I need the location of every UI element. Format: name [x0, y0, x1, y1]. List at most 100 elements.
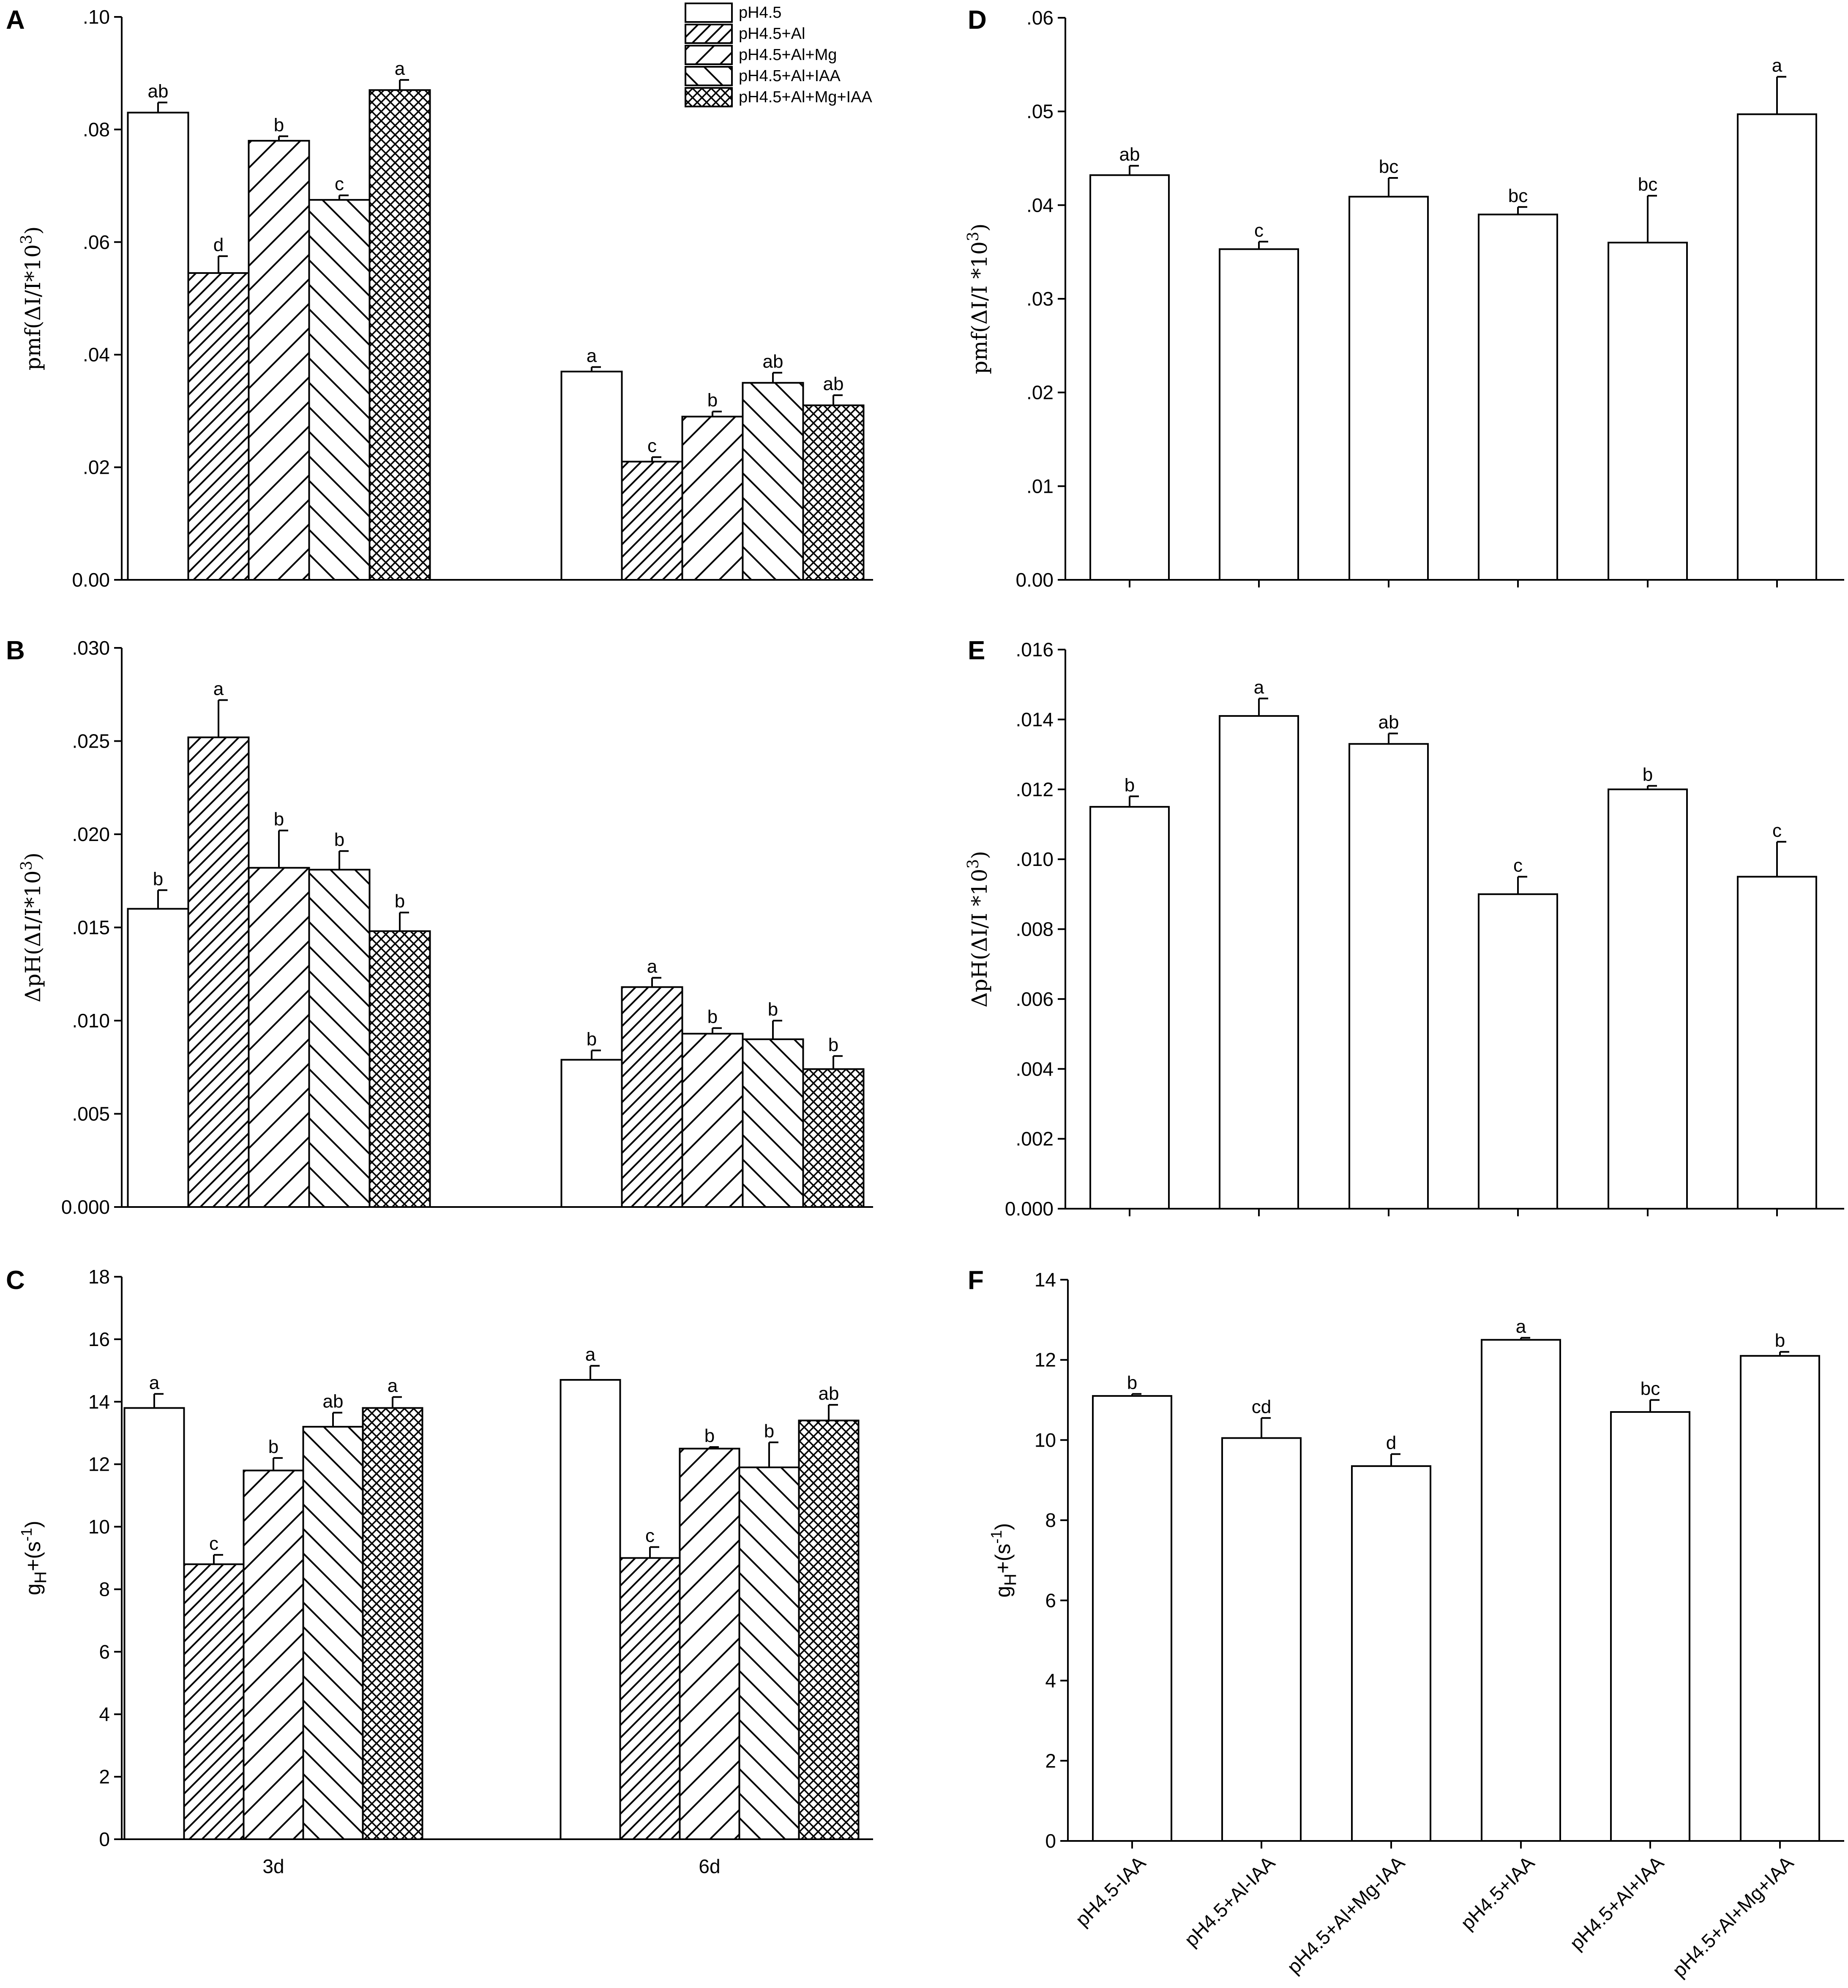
- y-tick-label: .030: [72, 637, 110, 659]
- bar: [560, 371, 623, 581]
- bar: [802, 1068, 865, 1208]
- bar: [1219, 715, 1299, 1210]
- bar: [1608, 788, 1688, 1210]
- y-axis-label: ΔpH(ΔI/I*103): [18, 852, 45, 1002]
- significance-letter: c: [1513, 855, 1523, 876]
- significance-letter: b: [707, 1007, 718, 1027]
- legend: pH4.5 pH4.5+Al pH4.5+Al+Mg pH4.5+Al+IAA pH4.…: [685, 3, 872, 107]
- y-tick-label: 0.000: [61, 1196, 110, 1218]
- significance-letter: b: [268, 1436, 278, 1457]
- bar: [738, 1466, 800, 1840]
- panel-a: A0.00.02.04.06.08.10pmf(ΔI/I*103)abdbcaa…: [6, 5, 873, 591]
- significance-letter: b: [1775, 1330, 1785, 1351]
- bar: [1737, 876, 1817, 1210]
- bar: [1219, 248, 1299, 581]
- panel-c: C 0 2 4 6 8 10 12 14 16 18 gH+(s-1) a c b ab a 3d a c b b ab 6d: [6, 1266, 873, 1877]
- category-label: 3d: [262, 1855, 284, 1877]
- bar: [1092, 1395, 1172, 1842]
- bar: [1478, 893, 1558, 1210]
- y-tick-label: .012: [1015, 778, 1054, 800]
- y-tick-label: .06: [1026, 7, 1054, 29]
- significance-letter: a: [647, 956, 658, 977]
- significance-letter: ab: [823, 374, 844, 394]
- significance-letter: d: [1386, 1433, 1396, 1453]
- significance-letter: b: [828, 1035, 838, 1055]
- y-axis-label: gH+(s-1): [18, 1521, 50, 1595]
- legend-label: pH4.5: [739, 4, 781, 22]
- bar: [127, 112, 189, 581]
- category-label: pH4.5+Al+Mg+IAA: [1668, 1851, 1798, 1981]
- y-tick-label: 14: [1035, 1269, 1056, 1291]
- bar: [1221, 1437, 1302, 1842]
- y-tick-label: 6: [1045, 1589, 1056, 1611]
- significance-letter: ab: [1119, 144, 1140, 165]
- bar: [1610, 1411, 1690, 1842]
- y-tick-label: .020: [72, 823, 110, 845]
- y-tick-label: 0.000: [1005, 1198, 1054, 1220]
- bar: [127, 908, 189, 1208]
- bar: [243, 1469, 304, 1840]
- bar: [1740, 1355, 1820, 1842]
- significance-letter: b: [1127, 1372, 1137, 1393]
- significance-letter: ab: [819, 1383, 839, 1404]
- y-tick-label: 10: [1035, 1429, 1056, 1451]
- y-tick-label: 16: [88, 1328, 110, 1350]
- bar: [187, 736, 250, 1208]
- significance-letter: c: [335, 174, 344, 194]
- bar: [621, 986, 683, 1208]
- y-tick-label: .004: [1015, 1058, 1054, 1080]
- category-label: pH4.5+Al+IAA: [1565, 1851, 1668, 1954]
- y-tick-label: 18: [88, 1266, 110, 1288]
- panel-b: B 0.000 .005 .010 .015 .020 .025 .030 ΔpH(ΔI/I*1…: [6, 636, 873, 1218]
- y-tick-label: .01: [1026, 475, 1054, 497]
- legend-label: pH4.5+Al+IAA: [739, 67, 841, 85]
- bar: [619, 1557, 681, 1840]
- bar: [1737, 113, 1817, 581]
- significance-letter: c: [1772, 820, 1782, 841]
- y-tick-label: .025: [72, 730, 110, 752]
- panel-letter: D: [968, 5, 987, 35]
- bar: [308, 868, 371, 1208]
- legend-swatch: [685, 66, 733, 86]
- panel-letter: E: [968, 636, 985, 665]
- bar: [560, 1379, 621, 1840]
- y-tick-label: 0.00: [72, 569, 110, 591]
- panel-letter: A: [6, 5, 25, 35]
- y-tick-label: .06: [83, 231, 110, 253]
- y-tick-label: .02: [1026, 382, 1054, 404]
- y-tick-label: .04: [83, 344, 110, 366]
- bar: [123, 1407, 185, 1840]
- y-tick-label: 12: [1035, 1349, 1056, 1371]
- panel-letter: C: [6, 1266, 25, 1295]
- significance-letter: a: [213, 678, 224, 699]
- bar: [560, 1059, 623, 1208]
- significance-letter: cd: [1252, 1396, 1271, 1417]
- bar: [681, 1032, 744, 1208]
- significance-letter: b: [587, 1029, 597, 1050]
- significance-letter: a: [1254, 677, 1264, 698]
- significance-letter: c: [209, 1533, 218, 1554]
- bar: [308, 199, 371, 581]
- bar: [1478, 213, 1558, 581]
- y-tick-label: 2: [99, 1766, 110, 1788]
- bar: [1348, 743, 1429, 1210]
- bar: [369, 930, 431, 1208]
- y-tick-label: .002: [1015, 1128, 1054, 1150]
- y-axis-label: ΔpH(ΔI/I *103): [965, 851, 992, 1008]
- bar: [681, 415, 744, 581]
- bar: [302, 1425, 364, 1840]
- panel-e: E 0.000 .002 .004 .006 .008 .010 .012 .014 .016 Δp…: [965, 636, 1844, 1220]
- bar: [1089, 174, 1170, 581]
- y-tick-label: 4: [1045, 1670, 1056, 1692]
- y-tick-label: 0: [1045, 1830, 1056, 1852]
- bar: [248, 140, 310, 581]
- significance-letter: c: [1254, 220, 1264, 241]
- significance-letter: b: [274, 115, 284, 135]
- bar: [1481, 1339, 1561, 1842]
- category-label: pH4.5+Al-IAA: [1180, 1851, 1279, 1951]
- category-label: 6d: [699, 1855, 720, 1877]
- bar: [362, 1407, 423, 1840]
- significance-letter: b: [768, 999, 778, 1020]
